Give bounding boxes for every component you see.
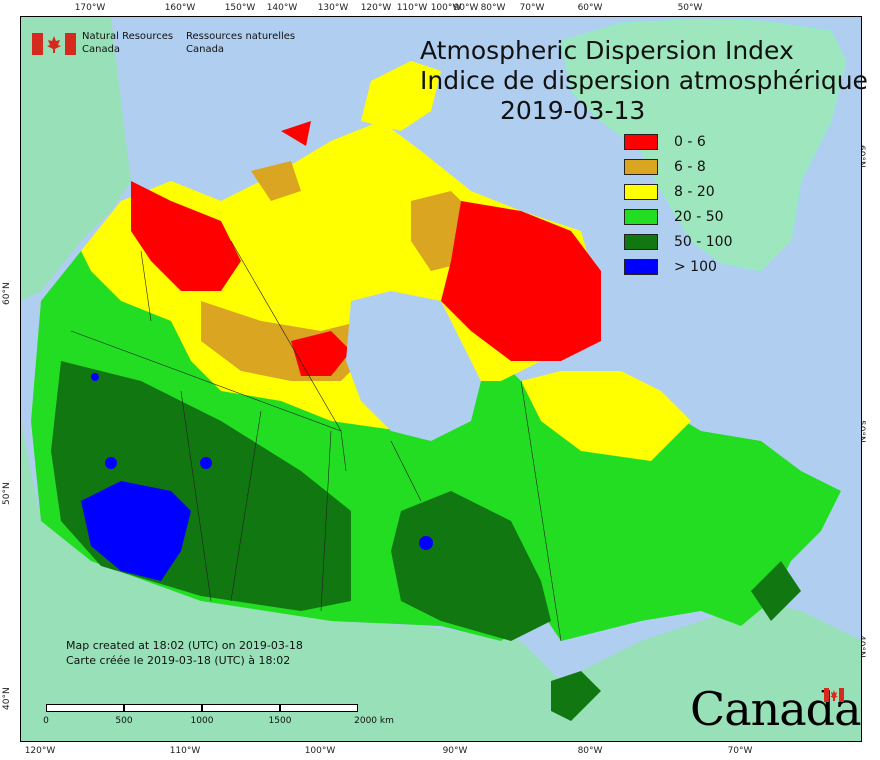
scale-segment [280, 704, 358, 712]
scale-label: 1000 [190, 716, 214, 726]
agency-fr-line1: Ressources naturelles [186, 31, 296, 42]
creation-note: Map created at 18:02 (UTC) on 2019-03-18… [66, 638, 303, 668]
scale-label: 2000 km [354, 716, 394, 726]
province-boundaries [70, 240, 562, 642]
scale-segment [124, 704, 202, 712]
canada-wordmark: Canada [690, 682, 862, 736]
title-date: 2019-03-13 [500, 96, 646, 125]
scale-label: 1500 [268, 716, 292, 726]
graticule-label-bottom: 100°W [304, 746, 336, 756]
scale-bar: 0 500 1000 1500 2000 km [43, 704, 394, 734]
legend-swatch [624, 234, 658, 250]
graticule-label-top: 140°W [266, 3, 298, 13]
canada-red-baffin [441, 201, 601, 361]
graticule-label-top: 70°W [519, 3, 545, 13]
legend-swatch [624, 184, 658, 200]
scale-label: 0 [43, 716, 49, 726]
wordmark-flag-icon [824, 688, 844, 702]
legend-label: > 100 [674, 259, 717, 275]
quebec-yellow [521, 371, 691, 461]
graticule-label-top: 160°W [164, 3, 196, 13]
hudson-bay [346, 291, 481, 441]
legend-swatch [624, 209, 658, 225]
legend-label: 50 - 100 [674, 234, 733, 250]
graticule-label-bottom: 110°W [169, 746, 201, 756]
graticule-label-top: 130°W [317, 3, 349, 13]
graticule-label-top: 80°W [480, 3, 506, 13]
graticule-label-left: 50°N [2, 482, 12, 505]
canada-darkgreen-east [391, 491, 551, 641]
agency-fr-line2: Canada [186, 44, 225, 55]
graticule-label-top: 170°W [74, 3, 106, 13]
wordmark-text: Canada [690, 682, 862, 736]
legend-swatch [624, 259, 658, 275]
scale-segment [202, 704, 280, 712]
map-canvas [20, 16, 862, 742]
agency-en: Natural Resources Canada [82, 30, 173, 56]
map-svg [21, 17, 861, 741]
graticule-label-top: 110°W [396, 3, 428, 13]
graticule-label-bottom: 80°W [577, 746, 603, 756]
arctic-islands [361, 61, 441, 131]
title-en: Atmospheric Dispersion Index [420, 36, 794, 65]
scale-segment [46, 704, 124, 712]
canada-red-nw [131, 181, 241, 291]
graticule-label-top: 100°W [430, 3, 462, 13]
graticule-label-bottom: 120°W [24, 746, 56, 756]
legend-label: 20 - 50 [674, 209, 724, 225]
alaska [21, 17, 131, 301]
graticule-label-left: 60°N [2, 282, 12, 305]
canada-blue [81, 481, 191, 581]
legend-label: 0 - 6 [674, 134, 706, 150]
map-title: Atmospheric Dispersion Index Indice de d… [420, 36, 868, 126]
created-fr: Carte créée le 2019-03-18 (UTC) à 18:02 [66, 654, 291, 667]
legend-swatch [624, 134, 658, 150]
legend-label: 6 - 8 [674, 159, 706, 175]
graticule-label-bottom: 90°W [442, 746, 468, 756]
agency-en-line1: Natural Resources [82, 31, 174, 42]
scale-label: 500 [115, 716, 133, 726]
created-en: Map created at 18:02 (UTC) on 2019-03-18 [66, 639, 303, 652]
graticule-label-top: 50°W [677, 3, 703, 13]
agency-en-line2: Canada [82, 44, 121, 55]
canada-yellow [81, 121, 601, 431]
graticule-label-top: 150°W [224, 3, 256, 13]
agency-fr: Ressources naturelles Canada [186, 30, 295, 56]
graticule-label-top: 60°W [577, 3, 603, 13]
graticule-label-left: 40°N [2, 687, 12, 710]
graticule-label-bottom: 70°W [727, 746, 753, 756]
canada-flag-icon [32, 33, 76, 55]
canada-red-center [291, 331, 351, 376]
usa [21, 421, 861, 741]
graticule-label-top: 90°W [453, 3, 479, 13]
legend-label: 8 - 20 [674, 184, 715, 200]
title-fr: Indice de dispersion atmosphérique [420, 66, 868, 95]
legend-swatch [624, 159, 658, 175]
graticule-label-top: 120°W [360, 3, 392, 13]
